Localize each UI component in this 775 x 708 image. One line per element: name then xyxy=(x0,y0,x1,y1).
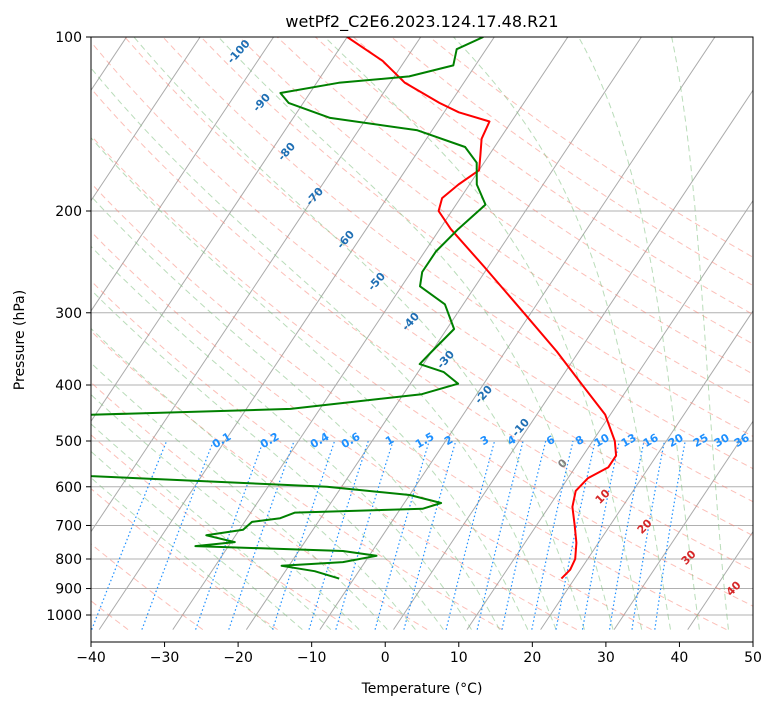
isotherm-line xyxy=(540,310,753,630)
isotherm-line xyxy=(98,37,495,630)
dry-adiabat-line xyxy=(91,280,578,631)
moist-adiabat-line xyxy=(91,289,444,630)
dry-adiabat-line xyxy=(353,37,753,316)
x-axis: −40 −30 −20 −10 0 10 20 30 40 50 xyxy=(76,642,762,666)
dry-adiabat-line xyxy=(124,37,753,503)
x-tick-label: 20 xyxy=(523,650,541,666)
mixing-ratio-line xyxy=(501,440,547,630)
isotherm-line xyxy=(172,37,569,630)
x-tick-label: −20 xyxy=(223,650,253,666)
mixing-ratio-line xyxy=(91,440,168,630)
x-tick-label: −40 xyxy=(76,650,106,666)
mixing-ratio-line xyxy=(141,440,214,630)
mixing-ratio-line xyxy=(555,440,596,630)
isotherm-line xyxy=(613,420,753,630)
mixing-ratio-line xyxy=(581,440,620,630)
temperature-profile-line xyxy=(346,37,618,580)
moist-adiabat-lines xyxy=(91,37,729,630)
moist-adiabat-line xyxy=(91,67,557,630)
moist-adiabat-line xyxy=(91,393,360,630)
y-axis: 100 200 300 400 500 600 700 800 900 1000 xyxy=(46,30,91,624)
x-tick-label: 0 xyxy=(381,650,390,666)
isotherm-line xyxy=(393,89,753,630)
dewpoint-profile-line xyxy=(91,37,487,580)
moist-adiabat-line xyxy=(91,423,332,630)
moist-adiabat-line xyxy=(91,477,274,630)
mixing-ratio-line xyxy=(531,440,574,630)
moist-adiabat-line xyxy=(91,327,416,630)
x-tick-label: 10 xyxy=(450,650,468,666)
y-tick-label: 300 xyxy=(55,306,82,322)
dry-adiabat-line xyxy=(91,330,503,631)
moist-adiabat-line xyxy=(578,37,700,630)
profiles xyxy=(91,37,618,580)
y-tick-label: 700 xyxy=(55,518,82,534)
moist-adiabat-line xyxy=(671,37,729,630)
moist-adiabat-line xyxy=(91,450,303,630)
dry-adiabat-line xyxy=(91,230,652,631)
mixing-ratio-line xyxy=(228,440,295,630)
x-tick-label: −30 xyxy=(150,650,180,666)
moist-adiabat-line xyxy=(133,37,585,630)
chart-title: wetPf2_C2E6.2023.124.17.48.R21 xyxy=(285,12,558,32)
moist-adiabat-line xyxy=(91,245,472,630)
x-tick-label: 30 xyxy=(597,650,615,666)
moist-adiabat-line xyxy=(91,195,501,630)
dry-adiabat-line xyxy=(91,87,753,571)
dry-adiabat-line xyxy=(314,37,753,345)
x-tick-label: 40 xyxy=(671,650,689,666)
isotherm-line xyxy=(91,37,275,312)
moist-adiabat-line xyxy=(452,37,671,630)
isotherm-line xyxy=(319,37,716,630)
moist-adiabat-line xyxy=(323,37,643,630)
y-axis-label: Pressure (hPa) xyxy=(12,290,28,390)
x-tick-label: 50 xyxy=(744,650,762,666)
moist-adiabat-line xyxy=(217,37,614,630)
isotherm-line xyxy=(91,37,348,423)
mixing-ratio-line xyxy=(308,440,369,630)
x-axis-label: Temperature (°C) xyxy=(361,681,483,697)
plot-frame xyxy=(90,36,754,643)
moist-adiabat-line xyxy=(91,362,388,630)
y-tick-label: 800 xyxy=(55,552,82,568)
dry-adiabat-line xyxy=(162,37,753,470)
isotherm-line xyxy=(245,37,643,630)
y-tick-label: 200 xyxy=(55,204,82,220)
y-tick-label: 500 xyxy=(55,434,82,450)
y-tick-label: 1000 xyxy=(46,608,82,624)
y-tick-label: 400 xyxy=(55,378,82,394)
mixing-ratio-line xyxy=(272,440,336,630)
isotherm-lines xyxy=(91,37,753,630)
y-tick-label: 600 xyxy=(55,480,82,496)
x-tick-label: −10 xyxy=(297,650,327,666)
y-tick-label: 100 xyxy=(55,30,82,46)
dry-adiabat-line xyxy=(200,37,753,437)
pressure-gridlines xyxy=(91,37,753,616)
dry-adiabat-line xyxy=(91,488,278,631)
isotherm-line xyxy=(91,37,422,533)
dry-adiabat-line xyxy=(91,434,353,631)
moist-adiabat-line xyxy=(91,137,529,630)
dry-adiabat-line xyxy=(91,134,753,607)
y-tick-label: 900 xyxy=(55,582,82,598)
mixing-ratio-line xyxy=(195,440,264,630)
